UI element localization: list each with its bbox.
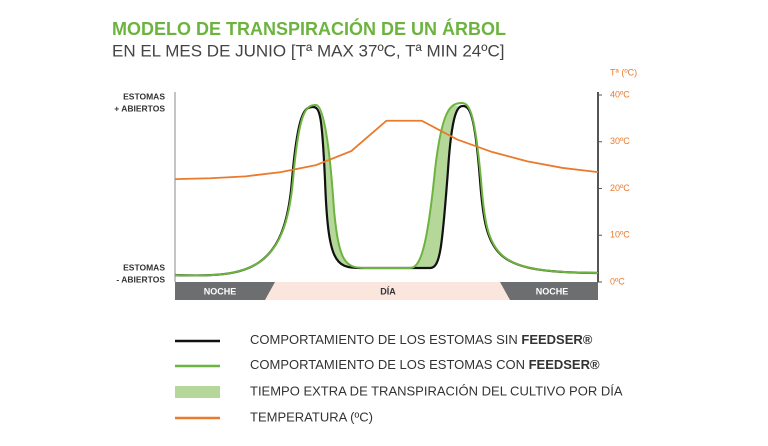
stomata-with <box>174 101 599 277</box>
y2-label: Tª (ºC) <box>610 67 637 77</box>
legend-swatch <box>175 386 220 398</box>
legend-label: COMPORTAMIENTO DE LOS ESTOMAS CON FEEDSE… <box>250 357 600 372</box>
legend-label: TEMPERATURA (ºC) <box>250 409 373 424</box>
legend: COMPORTAMIENTO DE LOS ESTOMAS SIN FEEDSE… <box>175 332 623 424</box>
night-band <box>500 282 598 300</box>
y2-tick-label: 20ºC <box>610 183 630 193</box>
night-band <box>175 282 275 300</box>
y-label: ESTOMAS <box>123 262 165 272</box>
y-label: - ABIERTOS <box>116 274 165 284</box>
day-band <box>175 282 598 300</box>
y2-tick-label: 30ºC <box>610 136 630 146</box>
temperature-line <box>174 119 599 181</box>
stomata-without <box>174 104 599 277</box>
chart-subtitle: EN EL MES DE JUNIO [Tª MAX 37ºC, Tª MIN … <box>112 41 504 60</box>
band-label: DÍA <box>380 286 396 296</box>
y2-tick-label: 0ºC <box>610 276 625 286</box>
extra-transpiration <box>319 111 365 268</box>
legend-label: COMPORTAMIENTO DE LOS ESTOMAS SIN FEEDSE… <box>250 332 593 347</box>
band-label: NOCHE <box>204 286 237 296</box>
y-label: + ABIERTOS <box>114 103 165 113</box>
legend-label: TIEMPO EXTRA DE TRANSPIRACIÓN DEL CULTIV… <box>250 383 623 398</box>
y2-tick-label: 10ºC <box>610 230 630 240</box>
y-label: ESTOMAS <box>123 91 165 101</box>
band-label: NOCHE <box>536 286 569 296</box>
y2-tick-label: 40ºC <box>610 89 630 99</box>
chart-title: MODELO DE TRANSPIRACIÓN DE UN ÁRBOL <box>112 18 506 39</box>
